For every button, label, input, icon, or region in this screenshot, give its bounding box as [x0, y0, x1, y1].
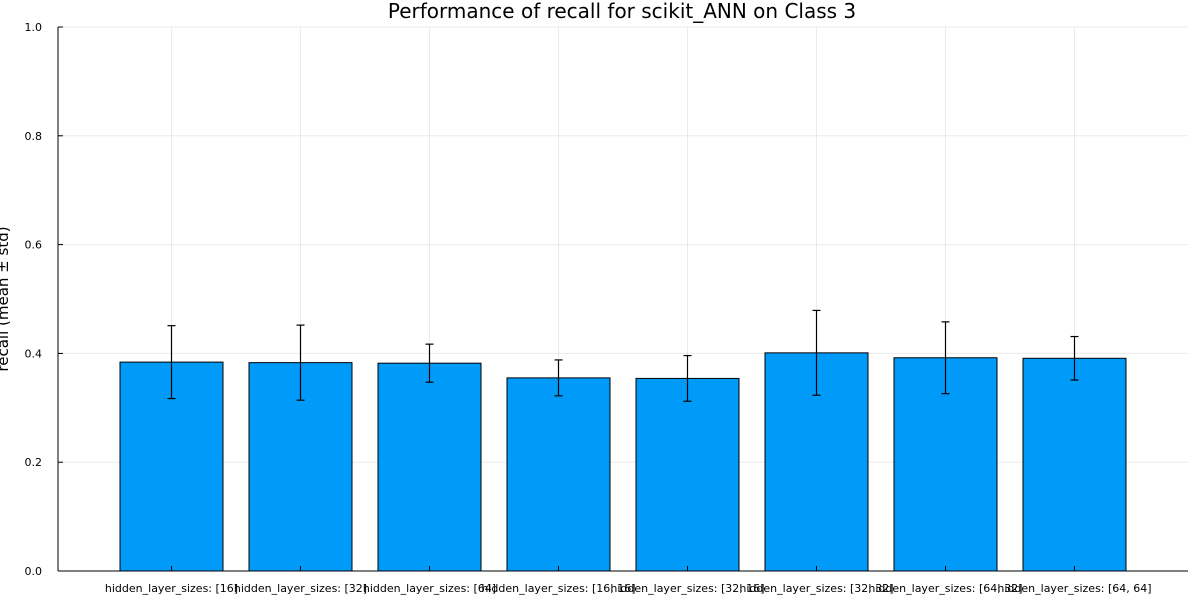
x-tick-label: hidden_layer_sizes: [32, 16] [610, 582, 764, 595]
chart-title: Performance of recall for scikit_ANN on … [388, 0, 856, 23]
x-tick-label: hidden_layer_sizes: [16] [105, 582, 238, 595]
x-tick-label: hidden_layer_sizes: [16, 16] [481, 582, 635, 595]
x-tick-label: hidden_layer_sizes: [32, 32] [739, 582, 893, 595]
y-tick-label: 0.8 [25, 130, 43, 143]
bar [506, 377, 611, 572]
x-tick-label: hidden_layer_sizes: [64, 32] [868, 582, 1022, 595]
x-tick-label: hidden_layer_sizes: [64, 64] [997, 582, 1151, 595]
error-bars [167, 309, 1079, 402]
bar [1022, 357, 1127, 572]
y-tick-label: 0.2 [25, 456, 43, 469]
x-tick-label: hidden_layer_sizes: [32] [234, 582, 367, 595]
grid-lines [58, 26, 1188, 572]
x-tick-label: hidden_layer_sizes: [64] [363, 582, 496, 595]
y-tick-label: 0.0 [25, 565, 43, 578]
bar [635, 377, 740, 572]
y-tick-labels: 0.0 0.2 0.4 0.6 0.8 1.0 [25, 21, 43, 578]
bar [377, 362, 482, 572]
y-tick-label: 0.4 [25, 347, 43, 360]
axes [57, 26, 1188, 572]
bars [119, 352, 1127, 572]
y-tick-label: 0.6 [25, 239, 43, 252]
y-tick-label: 1.0 [25, 21, 43, 34]
x-tick-labels: hidden_layer_sizes: [16]hidden_layer_siz… [105, 582, 1152, 595]
y-axis-label: recall (mean ± std) [0, 226, 12, 371]
